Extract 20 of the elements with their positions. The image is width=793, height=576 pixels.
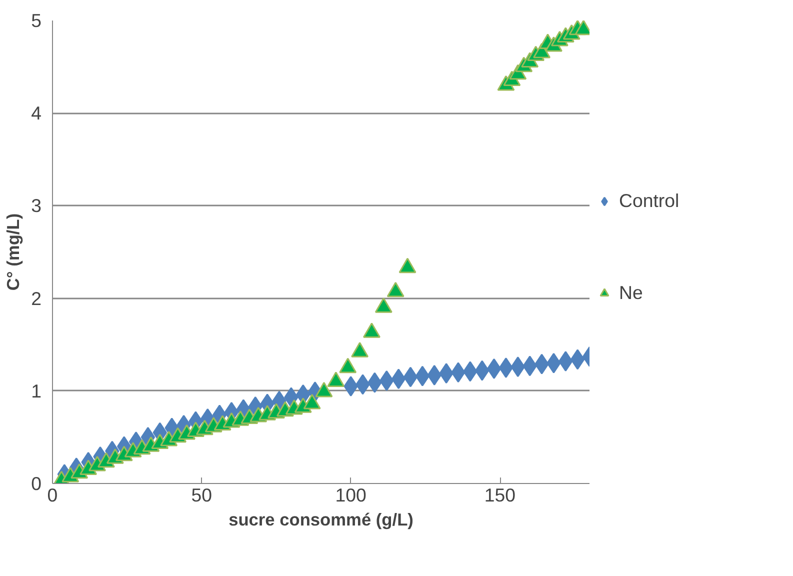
y-tick-label: 5 [31, 10, 42, 31]
x-axis-title: sucre consommé (g/L) [228, 510, 414, 530]
point [398, 258, 416, 274]
legend-label: Control [619, 190, 680, 212]
x-tick-label: 150 [484, 484, 516, 506]
point [570, 349, 585, 370]
point [498, 358, 514, 378]
point [415, 366, 430, 386]
x-tick-label: 100 [335, 484, 366, 506]
y-tick-label: 1 [31, 380, 42, 402]
point [391, 368, 406, 390]
legend-label: Ne [619, 282, 643, 304]
point [486, 358, 502, 379]
y-tick-label: 4 [31, 102, 42, 124]
y-axis-title: C° (mg/L) [3, 213, 24, 291]
x-tick-label: 50 [191, 484, 212, 506]
point [403, 366, 418, 388]
x-tick-label: 0 [47, 484, 58, 506]
y-tick-label: 3 [31, 195, 42, 216]
y-tick-label: 2 [31, 288, 42, 309]
